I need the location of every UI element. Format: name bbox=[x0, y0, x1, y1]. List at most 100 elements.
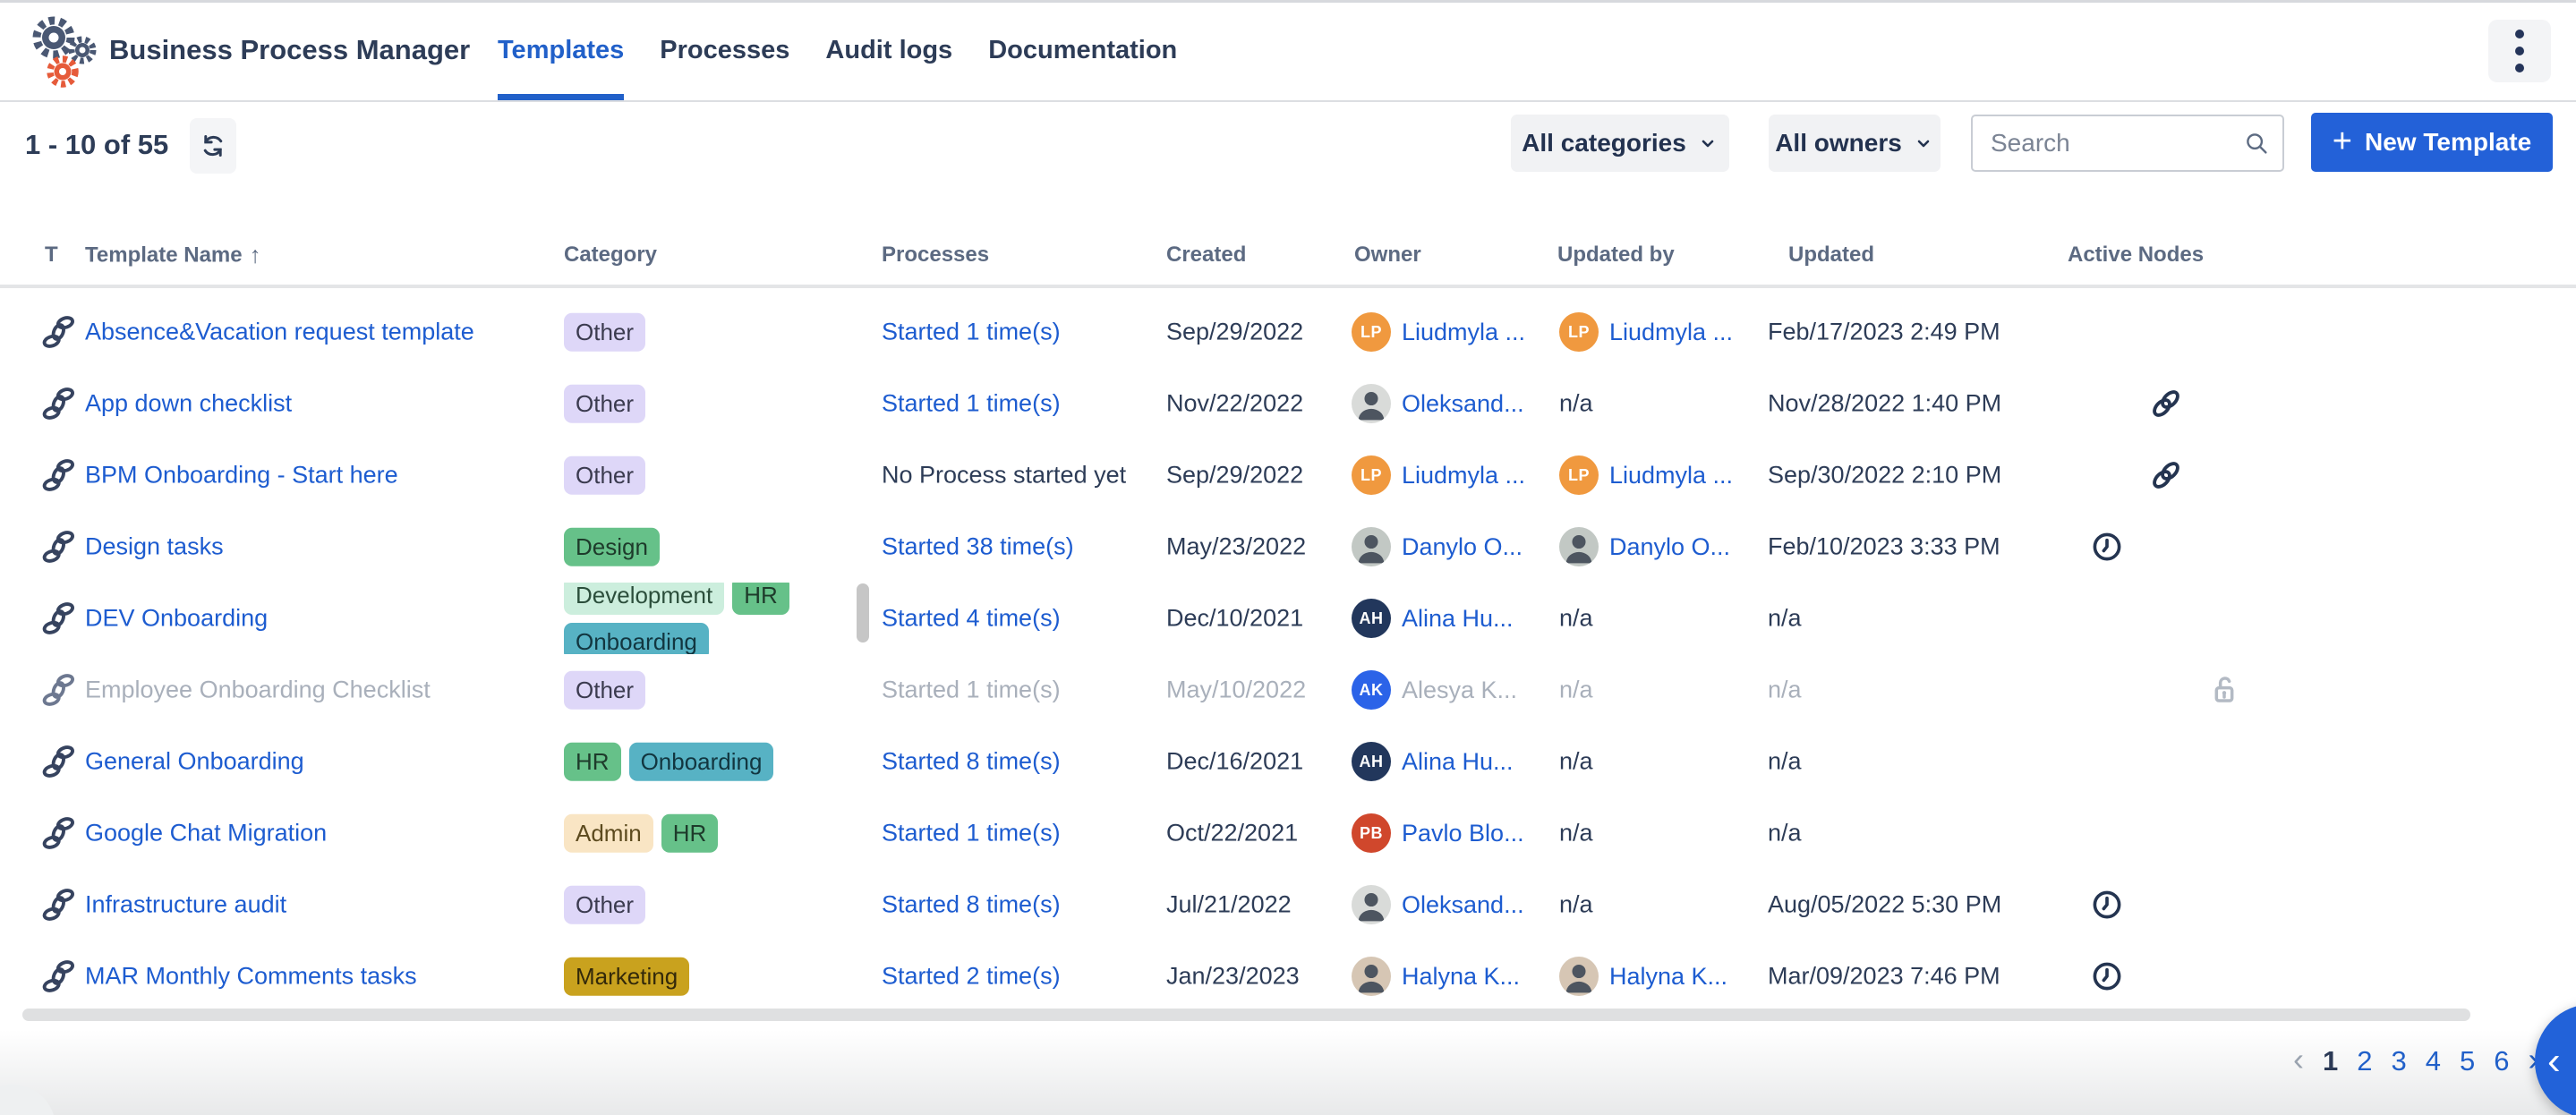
user-link[interactable]: Alina Hu... bbox=[1402, 605, 1514, 633]
template-name-link[interactable]: Absence&Vacation request template bbox=[85, 319, 474, 346]
user-link[interactable]: Halyna K... bbox=[1402, 963, 1520, 991]
category-filter-dropdown[interactable]: All categories bbox=[1511, 115, 1729, 172]
template-name-link[interactable]: BPM Onboarding - Start here bbox=[85, 462, 398, 489]
table-row: BPM Onboarding - Start hereOtherNo Proce… bbox=[0, 439, 2576, 511]
user-link[interactable]: Alina Hu... bbox=[1402, 748, 1514, 776]
result-count: 1 - 10 of 55 bbox=[25, 116, 168, 174]
avatar: AH bbox=[1352, 742, 1391, 781]
avatar: LP bbox=[1559, 312, 1599, 352]
page-number-1[interactable]: 1 bbox=[2323, 1045, 2338, 1077]
category-cell: HROnboarding bbox=[564, 743, 873, 781]
category-cell: Other bbox=[564, 313, 873, 352]
clock-icon bbox=[2090, 530, 2124, 564]
link-icon bbox=[2148, 386, 2184, 421]
processes-link[interactable]: Started 1 time(s) bbox=[882, 319, 1061, 346]
clock-icon bbox=[2090, 959, 2124, 993]
user-cell: LPLiudmyla ... bbox=[1559, 455, 1733, 495]
created-date: Nov/22/2022 bbox=[1166, 390, 1303, 418]
page-number-2[interactable]: 2 bbox=[2357, 1045, 2372, 1077]
refresh-button[interactable] bbox=[190, 118, 236, 174]
column-header-category[interactable]: Category bbox=[564, 243, 657, 268]
flow-icon bbox=[41, 314, 77, 350]
page-number-5[interactable]: 5 bbox=[2460, 1045, 2475, 1077]
na-value: n/a bbox=[1559, 677, 1593, 704]
user-link[interactable]: Liudmyla ... bbox=[1402, 462, 1525, 489]
created-date: Dec/16/2021 bbox=[1166, 748, 1303, 776]
processes-link[interactable]: Started 1 time(s) bbox=[882, 820, 1061, 847]
column-header-active-nodes[interactable]: Active Nodes bbox=[2068, 243, 2204, 268]
category-cell: Other bbox=[564, 671, 873, 710]
processes-link[interactable]: Started 8 time(s) bbox=[882, 891, 1061, 919]
chevron-left-icon[interactable]: ‹ bbox=[2293, 1043, 2304, 1076]
user-link[interactable]: Halyna K... bbox=[1609, 963, 1727, 991]
photo-avatar bbox=[1352, 885, 1391, 924]
column-header-created[interactable]: Created bbox=[1166, 243, 1246, 268]
column-header-owner[interactable]: Owner bbox=[1354, 243, 1421, 268]
new-template-button[interactable]: + New Template bbox=[2311, 113, 2553, 172]
category-cell: Design bbox=[564, 528, 873, 566]
chevron-down-icon bbox=[1913, 132, 1934, 154]
processes-link[interactable]: Started 2 time(s) bbox=[882, 963, 1061, 991]
category-cell: Other bbox=[564, 385, 873, 423]
category-cell: Other bbox=[564, 456, 873, 495]
photo-avatar bbox=[1559, 527, 1599, 566]
user-link[interactable]: Danylo O... bbox=[1402, 533, 1523, 561]
template-name-link[interactable]: General Onboarding bbox=[85, 748, 304, 776]
template-name-link[interactable]: App down checklist bbox=[85, 390, 292, 418]
updated-date: n/a bbox=[1768, 748, 1802, 776]
updated-date: Nov/28/2022 1:40 PM bbox=[1768, 390, 2001, 418]
user-link[interactable]: Liudmyla ... bbox=[1609, 462, 1733, 489]
processes-link[interactable]: Started 8 time(s) bbox=[882, 748, 1061, 776]
template-name-link[interactable]: Infrastructure audit bbox=[85, 891, 286, 919]
page-number-4[interactable]: 4 bbox=[2426, 1045, 2441, 1077]
tab-documentation[interactable]: Documentation bbox=[988, 0, 1177, 100]
column-header-updated[interactable]: Updated bbox=[1788, 243, 1874, 268]
kebab-menu-button[interactable] bbox=[2488, 20, 2551, 82]
tab-templates[interactable]: Templates bbox=[498, 0, 624, 100]
processes-link[interactable]: Started 4 time(s) bbox=[882, 605, 1061, 633]
user-link[interactable]: Danylo O... bbox=[1609, 533, 1730, 561]
user-link[interactable]: Pavlo Blo... bbox=[1402, 820, 1524, 847]
updated-date: n/a bbox=[1768, 820, 1802, 847]
tab-processes[interactable]: Processes bbox=[660, 0, 789, 100]
horizontal-scrollbar[interactable] bbox=[22, 1009, 2470, 1021]
updated-date: Aug/05/2022 5:30 PM bbox=[1768, 891, 2001, 919]
processes-text: Started 1 time(s) bbox=[882, 677, 1061, 704]
table-body: Absence&Vacation request template Other St… bbox=[0, 296, 2576, 1012]
search-input[interactable] bbox=[1989, 128, 2243, 158]
user-link[interactable]: Liudmyla ... bbox=[1402, 319, 1525, 346]
created-date: Sep/29/2022 bbox=[1166, 462, 1303, 489]
user-cell: Halyna K... bbox=[1352, 957, 1520, 996]
category-cell: Marketing bbox=[564, 958, 873, 996]
user-link[interactable]: Oleksand... bbox=[1402, 390, 1524, 418]
user-cell: Oleksand... bbox=[1352, 384, 1524, 423]
page-number-6[interactable]: 6 bbox=[2494, 1045, 2509, 1077]
category-tag: HR bbox=[661, 814, 719, 853]
column-header-template-name[interactable]: Template Name↑ bbox=[85, 242, 261, 269]
template-name-link[interactable]: Design tasks bbox=[85, 533, 224, 561]
na-cell: n/a bbox=[1559, 748, 1593, 776]
column-header-type[interactable]: T bbox=[45, 243, 58, 268]
template-name-link[interactable]: DEV Onboarding bbox=[85, 605, 268, 633]
column-header-updated-by[interactable]: Updated by bbox=[1557, 243, 1675, 268]
created-date: Sep/29/2022 bbox=[1166, 319, 1303, 346]
processes-link[interactable]: Started 38 time(s) bbox=[882, 533, 1074, 561]
template-name-link[interactable]: Google Chat Migration bbox=[85, 820, 327, 847]
category-tag: HR bbox=[564, 743, 621, 781]
vertical-scrollbar-thumb[interactable] bbox=[857, 583, 869, 643]
photo-avatar bbox=[1352, 384, 1391, 423]
tab-audit-logs[interactable]: Audit logs bbox=[825, 0, 952, 100]
owner-filter-dropdown[interactable]: All owners bbox=[1769, 115, 1941, 172]
page-number-3[interactable]: 3 bbox=[2392, 1045, 2407, 1077]
user-link[interactable]: Liudmyla ... bbox=[1609, 319, 1733, 346]
column-header-processes[interactable]: Processes bbox=[882, 243, 989, 268]
category-tag: Other bbox=[564, 313, 645, 352]
plus-icon: + bbox=[2333, 124, 2352, 158]
category-tag: Development bbox=[564, 583, 724, 615]
flow-icon bbox=[41, 958, 77, 994]
floating-action-button[interactable]: ‹ bbox=[2535, 1004, 2576, 1115]
user-link[interactable]: Oleksand... bbox=[1402, 891, 1524, 919]
processes-link[interactable]: Started 1 time(s) bbox=[882, 390, 1061, 418]
category-tag: Other bbox=[564, 886, 645, 924]
template-name-link[interactable]: MAR Monthly Comments tasks bbox=[85, 963, 417, 991]
